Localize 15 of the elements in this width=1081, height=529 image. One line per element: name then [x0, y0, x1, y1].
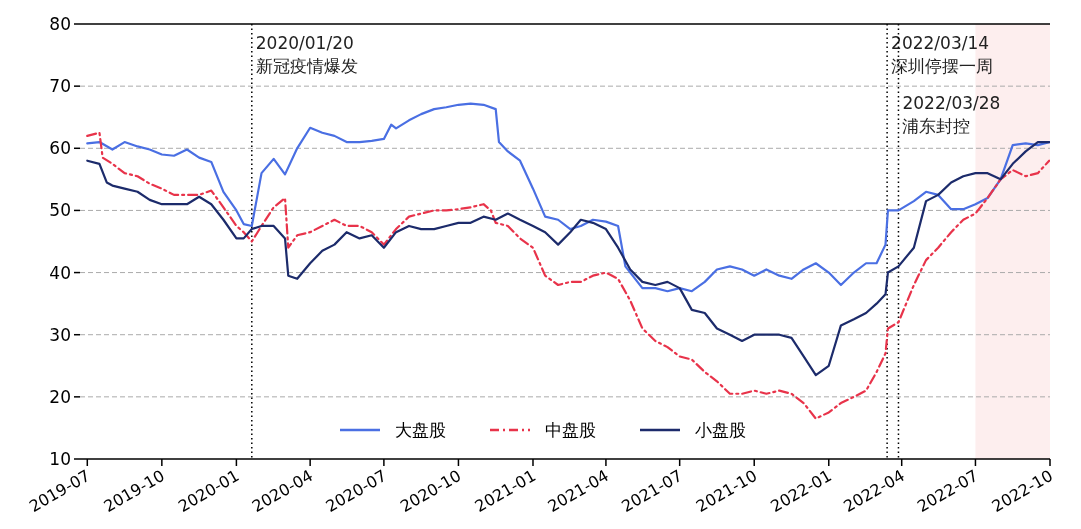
y-tick-label: 60	[49, 138, 71, 159]
legend-label: 大盘股	[395, 420, 446, 440]
line-series	[86, 140, 1050, 377]
legend-label: 小盘股	[695, 420, 746, 440]
y-tick-label: 70	[49, 76, 71, 97]
y-tick-label: 40	[49, 262, 71, 283]
y-tick-label: 80	[49, 14, 71, 34]
ref-line-label: 2020/01/20 新冠疫情爆发	[255, 33, 358, 76]
y-tick-label: 50	[49, 200, 71, 221]
y-tick-label: 30	[49, 324, 71, 345]
y-tick-label: 20	[49, 386, 71, 407]
legend-label: 中盘股	[545, 420, 596, 440]
y-tick-label: 10	[49, 449, 71, 469]
ref-line-label: 2022/03/28 浦东封控	[902, 93, 1001, 136]
ref-line-label: 2022/03/14 深圳停摆一周	[891, 33, 994, 76]
